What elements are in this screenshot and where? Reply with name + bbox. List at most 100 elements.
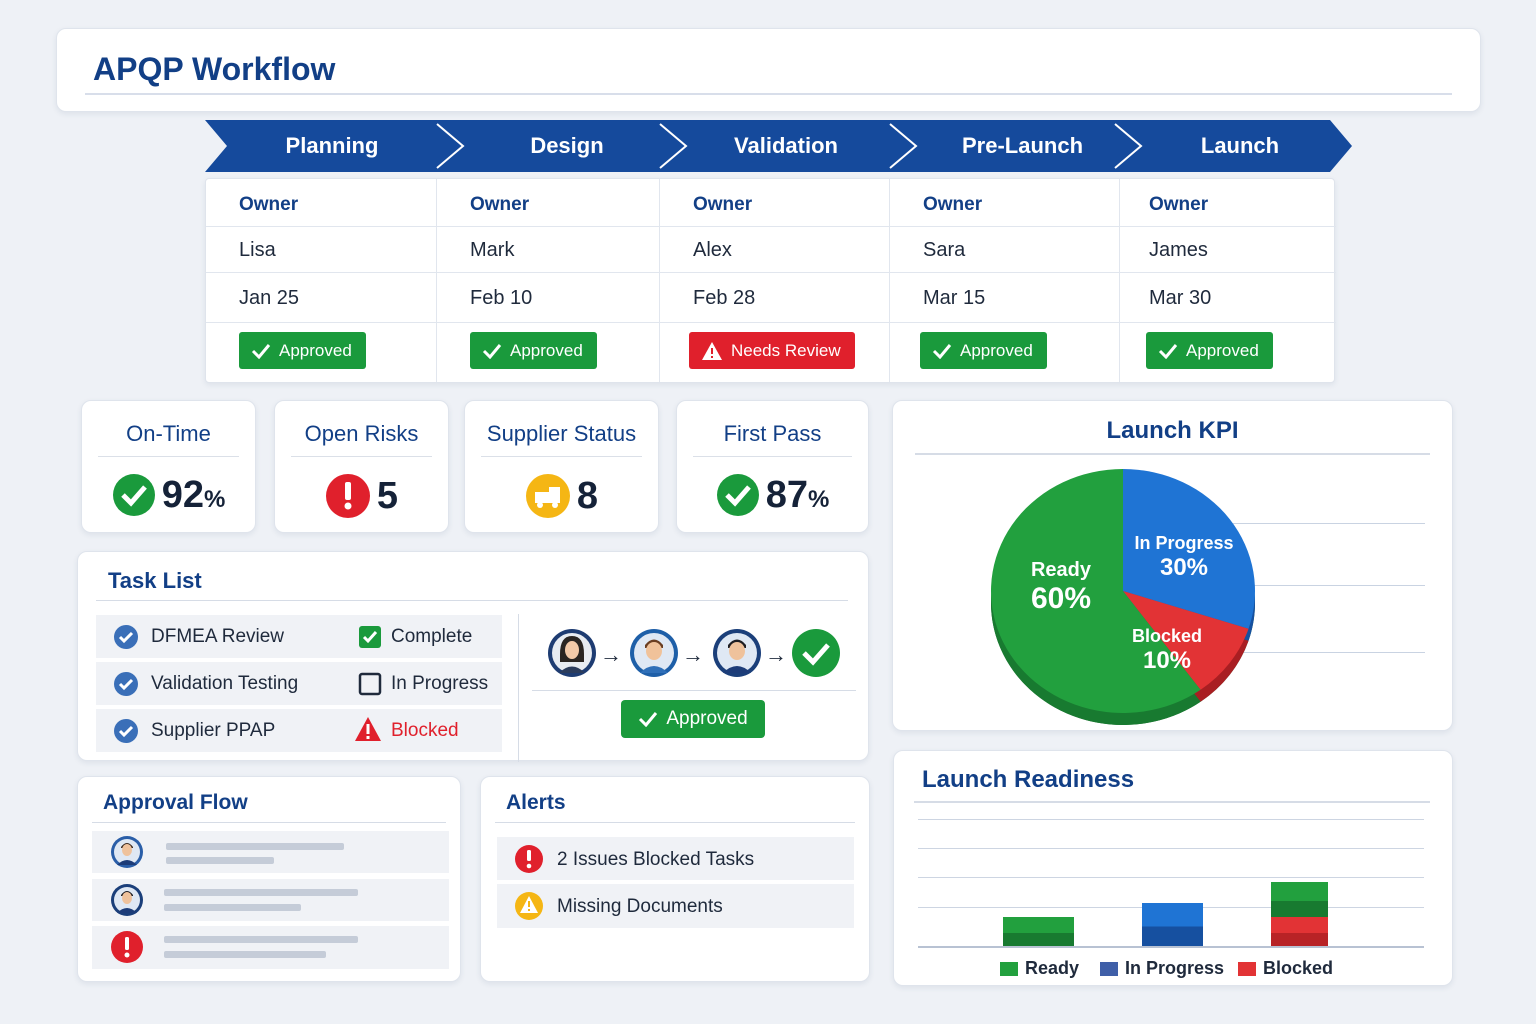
kpi-value-row: 5 (275, 473, 448, 519)
task-row[interactable]: Supplier PPAP Blocked (96, 709, 502, 752)
task-list-divider (96, 600, 848, 601)
launch-kpi-pie (990, 469, 1255, 725)
status-badge-approved[interactable]: Approved (1146, 332, 1273, 369)
grid-line (918, 848, 1424, 849)
kpi-card-on-time[interactable]: On-Time 92% (81, 400, 256, 533)
approval-flow-divider (92, 822, 446, 823)
due-date: Feb 10 (437, 273, 659, 323)
approval-row[interactable] (92, 831, 449, 873)
kpi-divider (481, 456, 642, 457)
legend-label: In Progress (1125, 958, 1225, 978)
approval-row[interactable] (92, 926, 449, 969)
kpi-unit: % (203, 485, 226, 513)
approved-button[interactable]: Approved (621, 700, 765, 738)
check-circle-icon (112, 474, 155, 516)
status-badge-approved[interactable]: Approved (239, 332, 366, 369)
launch-readiness-divider (914, 801, 1430, 803)
bar-ready[interactable] (1271, 882, 1328, 917)
bar-in-progress[interactable] (1142, 902, 1203, 946)
phase-column: Owner Sara Mar 15 Approved (890, 179, 1120, 382)
task-name: DFMEA Review (151, 625, 285, 647)
legend-swatch (1100, 961, 1118, 976)
status-badge-needs-review[interactable]: Needs Review (689, 332, 855, 369)
legend-label: Ready (1025, 958, 1080, 978)
checkbox-checked-icon[interactable] (358, 625, 382, 649)
kpi-card-first-pass[interactable]: First Pass 87% (676, 400, 869, 533)
slice-name: Ready (1030, 559, 1092, 581)
approval-row[interactable] (92, 879, 449, 921)
phase-column: Owner Mark Feb 10 Approved (437, 179, 660, 382)
check-icon (932, 343, 952, 359)
avatar-male-icon (111, 884, 143, 916)
owner-name: Sara (890, 227, 1119, 273)
baseline (918, 946, 1424, 948)
checkbox-empty-icon[interactable] (358, 672, 382, 696)
slice-name: Blocked (1131, 626, 1203, 646)
alert-row[interactable]: Missing Documents (497, 884, 854, 928)
status-label: Approved (510, 341, 583, 360)
owner-name: Mark (437, 227, 659, 273)
check-circle-icon (114, 625, 138, 649)
kpi-card-open-risks[interactable]: Open Risks 5 (274, 400, 449, 533)
check-icon (639, 712, 658, 727)
legend-ready: Ready (1000, 958, 1079, 979)
status-label: Approved (1186, 341, 1259, 360)
placeholder-line (164, 904, 301, 911)
pie-label-blocked: Blocked 10% (1119, 626, 1215, 675)
title-divider (85, 93, 1452, 95)
pie-guide-line (1238, 585, 1425, 586)
step-validation[interactable]: Validation (734, 133, 838, 158)
placeholder-line (164, 936, 358, 943)
launch-kpi-title: Launch KPI (1106, 417, 1239, 444)
slice-percent: 60% (1030, 582, 1092, 615)
workflow-chevrons (205, 120, 1352, 172)
step-design[interactable]: Design (530, 133, 604, 158)
task-name: Supplier PPAP (151, 719, 276, 741)
pie-guide-line (1238, 652, 1425, 653)
pie-slice-ready[interactable] (990, 469, 1201, 713)
step-pre-launch[interactable]: Pre-Launch (961, 133, 1084, 158)
pie-slice-in-progress[interactable] (1123, 469, 1255, 629)
status-badge-approved[interactable]: Approved (920, 332, 1047, 369)
pie-label-ready: Ready 60% (1011, 559, 1111, 616)
check-icon (482, 343, 502, 359)
status-badge-approved[interactable]: Approved (470, 332, 597, 369)
bar-ready[interactable] (1003, 917, 1074, 946)
arrow-right-icon: → (600, 642, 622, 667)
placeholder-line (164, 889, 358, 896)
kpi-title: First Pass (723, 421, 822, 446)
due-date: Mar 30 (1120, 273, 1336, 323)
task-row[interactable]: Validation Testing In Progress (96, 662, 502, 705)
task-status: In Progress (391, 672, 489, 694)
owner-header: Owner (890, 179, 1119, 227)
legend-swatch (1238, 961, 1256, 976)
task-divider (518, 614, 519, 762)
due-date: Jan 25 (206, 273, 436, 323)
kpi-card-supplier-status[interactable]: Supplier Status 8 (464, 400, 659, 533)
owner-header: Owner (1120, 179, 1336, 227)
kpi-value: 92 (161, 473, 204, 516)
warning-icon (515, 892, 543, 920)
task-row[interactable]: DFMEA Review Complete (96, 615, 502, 658)
alert-text: 2 Issues Blocked Tasks (557, 849, 755, 870)
launch-readiness-card: Launch Readiness Ready In Progress Block… (893, 750, 1453, 986)
pie-slice-blocked[interactable] (1123, 591, 1249, 690)
kpi-divider (693, 456, 852, 457)
arrow-right-icon: → (682, 642, 704, 667)
pie-label-in-progress: In Progress 30% (1129, 533, 1239, 582)
placeholder-line (166, 843, 344, 850)
kpi-title: Open Risks (304, 421, 419, 446)
alert-row[interactable]: 2 Issues Blocked Tasks (497, 837, 854, 880)
avatar-male-icon (713, 629, 761, 677)
kpi-unit: % (807, 485, 830, 513)
step-planning[interactable]: Planning (285, 133, 379, 158)
legend-in-progress: In Progress (1100, 958, 1224, 979)
pie-guide-line (1233, 523, 1425, 524)
check-icon (1158, 343, 1178, 359)
task-list-card: Task List DFMEA Review Complete Validati… (77, 551, 869, 762)
step-launch[interactable]: Launch (1200, 133, 1280, 158)
bar-blocked[interactable] (1271, 917, 1328, 946)
legend-label: Blocked (1263, 958, 1334, 978)
approval-flow-title: Approval Flow (103, 791, 248, 814)
exclamation-circle-icon (325, 474, 370, 518)
